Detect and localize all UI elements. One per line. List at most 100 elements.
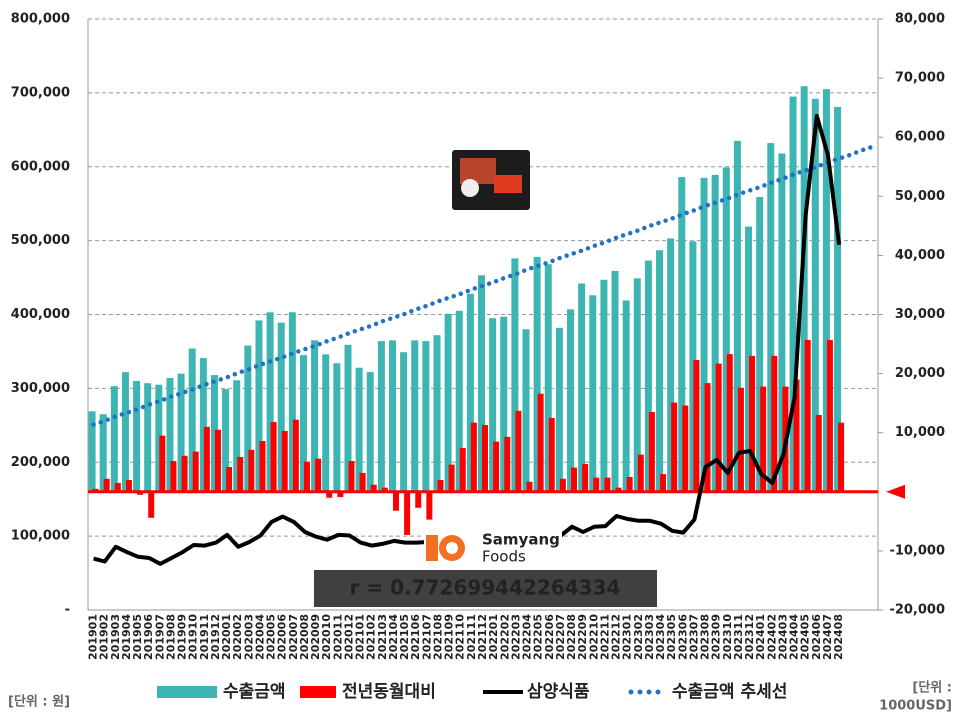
annotation-box: [314, 570, 657, 607]
product-image: [460, 158, 496, 184]
bar: [114, 482, 121, 492]
y-tick-label: -: [65, 603, 70, 618]
x-tick-label: 202010: [320, 614, 333, 660]
bar: [489, 318, 497, 492]
bar: [337, 491, 344, 498]
x-tick-label: 202108: [431, 614, 444, 660]
x-tick-label: 202208: [565, 614, 578, 660]
bar: [326, 491, 333, 498]
bar: [778, 153, 786, 492]
bar: [377, 341, 385, 492]
bar: [826, 339, 833, 492]
y-unit: [단위 : 원]: [8, 694, 70, 710]
bar: [203, 426, 210, 492]
bar: [593, 477, 600, 492]
bar: [344, 344, 352, 492]
x-tick-label: 202103: [376, 614, 389, 660]
bar: [704, 383, 711, 492]
bar: [311, 340, 319, 492]
x-tick-label: 202210: [587, 614, 600, 660]
x-tick-label: 202404: [788, 614, 801, 660]
x-tick-label: 201901: [87, 614, 100, 660]
logo-mark: [426, 535, 438, 561]
bar: [404, 491, 411, 535]
bar: [133, 380, 141, 492]
bar: [793, 379, 800, 492]
bar: [548, 417, 555, 492]
x-tick-label: 202007: [287, 614, 300, 660]
bar: [500, 316, 508, 492]
x-tick-label: 202101: [354, 614, 367, 660]
x-tick-label: 202211: [598, 614, 611, 660]
bar: [355, 367, 363, 492]
y-tick-label: 500,000: [11, 233, 70, 248]
logo-text: Samyang: [482, 531, 560, 549]
x-tick-label: 201907: [153, 614, 166, 660]
y2-tick-label: -20,000: [889, 603, 945, 618]
y2-tick-label: 40,000: [895, 248, 945, 263]
legend-label: 삼양식품: [527, 682, 590, 702]
bar: [437, 479, 444, 492]
zero-arrow: [886, 484, 905, 499]
bar: [192, 451, 199, 492]
x-tick-label: 202408: [832, 614, 845, 660]
bar: [177, 373, 185, 492]
bar: [248, 449, 255, 492]
y2-tick-label: 70,000: [895, 71, 945, 86]
bar: [348, 461, 355, 492]
bar: [159, 435, 166, 492]
x-tick-label: 202307: [687, 614, 700, 660]
bar: [400, 352, 408, 492]
bar: [589, 295, 597, 492]
bar: [370, 484, 377, 492]
y-tick-label: 600,000: [11, 159, 70, 174]
bar: [433, 335, 441, 492]
bar: [789, 96, 797, 492]
bar: [181, 455, 188, 492]
legend-label: 수출금액: [223, 682, 286, 702]
bar: [281, 430, 288, 492]
x-tick-label: 202304: [654, 614, 667, 660]
bar: [533, 256, 541, 492]
bar: [822, 89, 830, 492]
bar: [322, 354, 330, 492]
bar: [292, 419, 299, 492]
y-tick-label: 200,000: [11, 455, 70, 470]
bar: [422, 341, 430, 492]
bar: [811, 98, 819, 492]
x-tick-label: 202407: [821, 614, 834, 660]
bar: [522, 329, 530, 492]
legend-swatch: [157, 686, 217, 698]
bar: [756, 197, 764, 492]
x-tick-label: 202405: [799, 614, 812, 660]
x-tick-label: 201902: [98, 614, 111, 660]
x-tick-label: 202402: [765, 614, 778, 660]
x-tick-label: 202212: [610, 614, 623, 660]
bar: [733, 140, 741, 492]
bar: [600, 279, 608, 492]
bar: [103, 478, 110, 492]
x-tick-label: 202105: [398, 614, 411, 660]
bar: [455, 310, 463, 492]
legend-swatch: [300, 686, 336, 698]
line: [91, 144, 875, 427]
bar: [722, 167, 730, 492]
bar: [689, 241, 697, 492]
bar: [671, 402, 678, 492]
bar: [237, 456, 244, 492]
x-tick-label: 202204: [521, 614, 534, 660]
x-tick-label: 201906: [142, 614, 155, 660]
x-tick-label: 202308: [699, 614, 712, 660]
bar: [633, 278, 641, 492]
bar: [482, 425, 488, 492]
bar: [392, 491, 399, 511]
bar: [626, 477, 633, 492]
x-tick-label: 202312: [743, 614, 756, 660]
bar: [737, 387, 744, 492]
bar: [411, 340, 419, 492]
bar: [544, 264, 552, 492]
x-tick-label: 202303: [643, 614, 656, 660]
x-tick-label: 202012: [342, 614, 355, 660]
bar: [148, 491, 155, 518]
bar: [604, 477, 611, 492]
